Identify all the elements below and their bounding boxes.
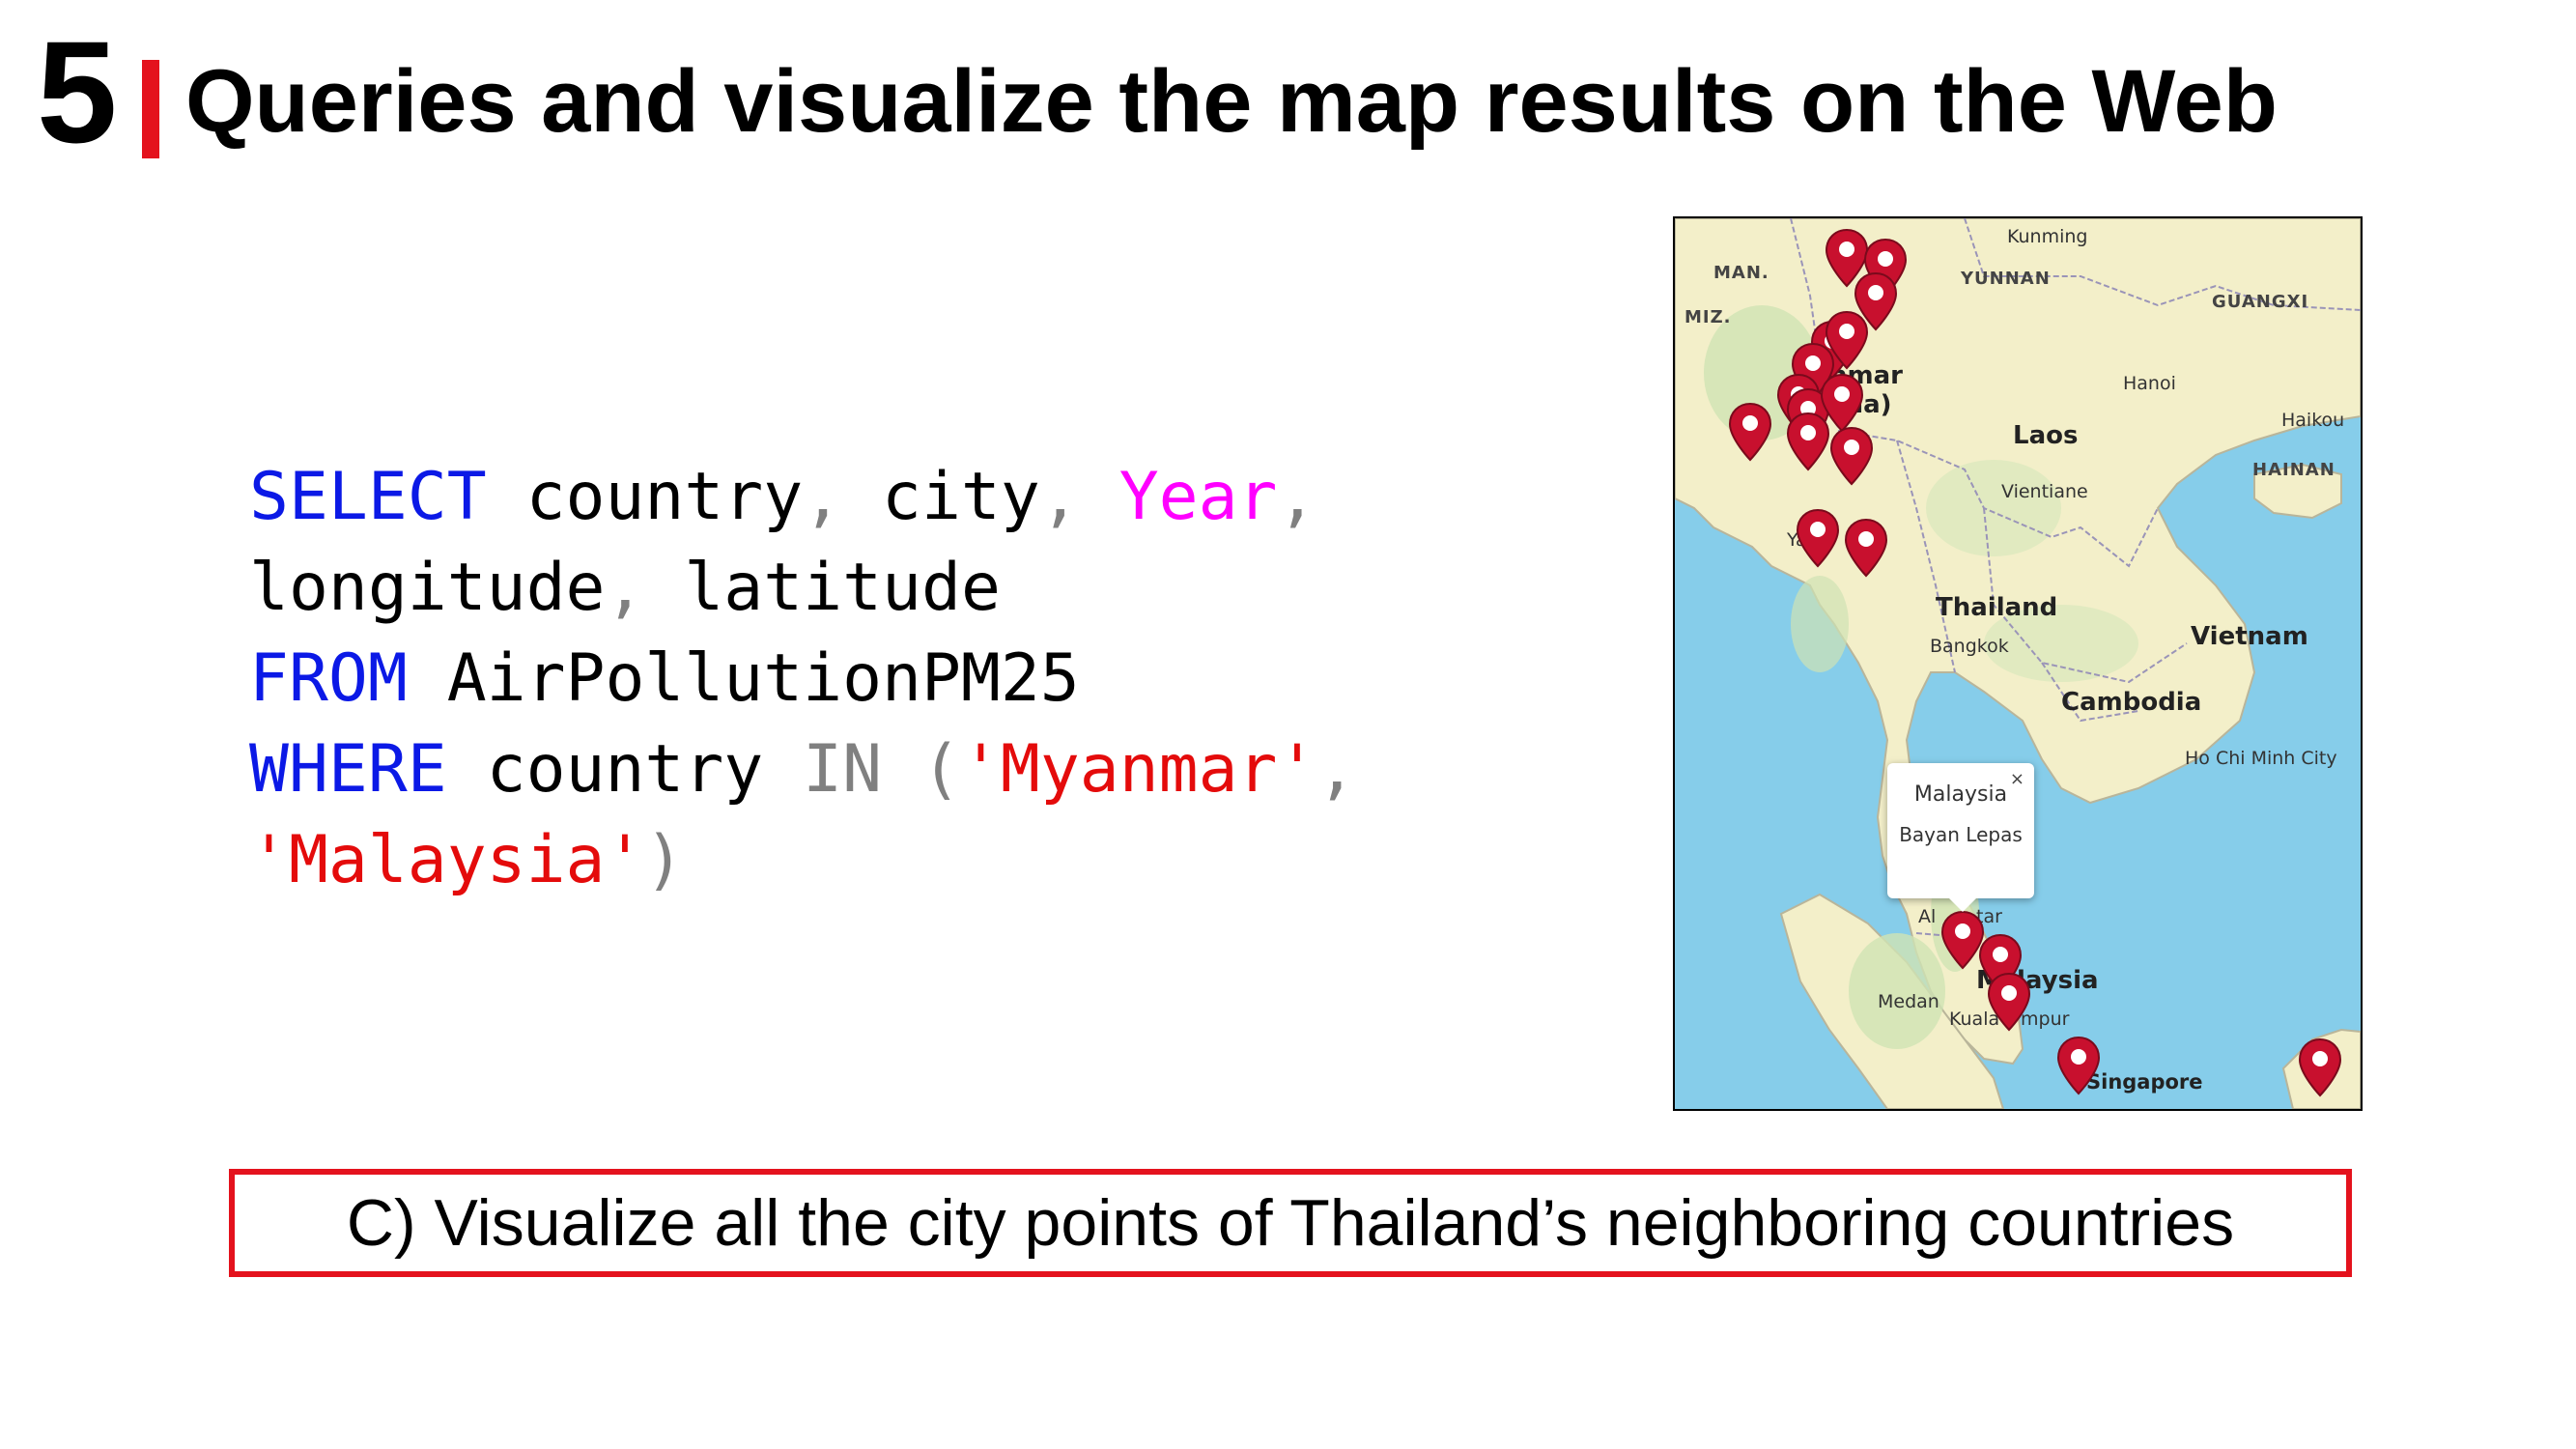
popup-close-button[interactable]: × [2009, 769, 2024, 789]
map-label-singapore: Singapore [2086, 1070, 2203, 1094]
map-label-alor-setar-2: tar [1976, 906, 2002, 927]
map-pin-icon[interactable] [1825, 310, 1869, 370]
map-pin-icon[interactable] [1987, 972, 2031, 1032]
map-label-man: MAN. [1713, 263, 1769, 283]
map-label-haikou: Haikou [2281, 410, 2345, 431]
map-pin-icon[interactable] [1786, 412, 1830, 471]
title-accent-bar [142, 60, 159, 158]
keyword-from: FROM [249, 640, 408, 717]
map-pin-icon[interactable] [1825, 228, 1869, 288]
map-label-vietnam: Vietnam [2191, 622, 2308, 651]
map-label-vientiane: Vientiane [2001, 481, 2088, 502]
map-pin-icon[interactable] [1796, 508, 1840, 568]
code-line-1: SELECT country, city, Year, [249, 459, 1317, 535]
map-label-hainan: HAINAN [2252, 460, 2335, 480]
keyword-select: SELECT [249, 459, 487, 535]
code-line-3: FROM AirPollutionPM25 [249, 640, 1080, 717]
popup-country: Malaysia [1913, 782, 2008, 807]
map-label-laos: Laos [2013, 421, 2079, 450]
map-pin-icon[interactable] [1820, 373, 1864, 433]
map-label-cambodia: Cambodia [2061, 688, 2202, 717]
map-label-thailand: Thailand [1936, 593, 2058, 622]
code-line-5: 'Malaysia') [249, 822, 685, 898]
sql-query: SELECT country, city, Year, longitude, l… [249, 452, 1356, 906]
map-label-kuala-lumpur: Kuala [1949, 1009, 2000, 1030]
map-label-yunnan: YUNNAN [1961, 269, 2051, 289]
map-pin-icon[interactable] [1728, 402, 1772, 462]
map-pin-icon[interactable] [1940, 910, 1985, 970]
map-label-alor-setar: Al [1918, 906, 1937, 927]
map-label-miz: MIZ. [1684, 307, 1732, 327]
popup-city: Bayan Lepas [1899, 823, 2023, 846]
map-label-guangxi: GUANGXI [2212, 292, 2309, 312]
function-year: Year [1079, 459, 1278, 535]
code-line-4: WHERE country IN ('Myanmar', [249, 731, 1357, 808]
map-pin-icon[interactable] [1844, 518, 1888, 578]
slide-title: Queries and visualize the map results on… [185, 52, 2278, 151]
map-label-ho-chi-minh-city: Ho Chi Minh City [2185, 748, 2337, 769]
caption-box: C) Visualize all the city points of Thai… [229, 1169, 2352, 1277]
keyword-where: WHERE [249, 731, 447, 808]
caption-text: C) Visualize all the city points of Thai… [346, 1186, 2235, 1260]
map-popup[interactable]: × Malaysia Bayan Lepas [1887, 763, 2034, 912]
map-label-malaysia-2: laysia [2017, 966, 2099, 995]
map-label-bangkok: Bangkok [1930, 636, 2009, 657]
code-line-2: longitude, latitude [249, 550, 1001, 626]
map-view[interactable]: MAN. MIZ. Kunming YUNNAN GUANGXI nmar ma… [1673, 216, 2363, 1111]
map-pin-icon[interactable] [1829, 426, 1874, 486]
map-label-kunming: Kunming [2007, 226, 2088, 247]
map-pin-icon[interactable] [1854, 271, 1898, 331]
map-pin-icon[interactable] [2298, 1037, 2342, 1097]
map-pin-icon[interactable] [2056, 1036, 2101, 1095]
map-label-kuala-lumpur-2: mpur [2021, 1009, 2070, 1030]
map-label-medan: Medan [1878, 991, 1939, 1012]
slide-number: 5 [37, 11, 118, 173]
map-label-hanoi: Hanoi [2123, 373, 2176, 394]
